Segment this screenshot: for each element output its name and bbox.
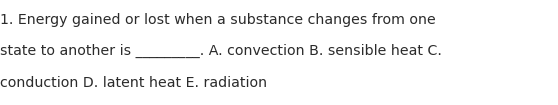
Text: state to another is _________. A. convection B. sensible heat C.: state to another is _________. A. convec… [0,44,442,58]
Text: conduction D. latent heat E. radiation: conduction D. latent heat E. radiation [0,76,267,90]
Text: 1. Energy gained or lost when a substance changes from one: 1. Energy gained or lost when a substanc… [0,13,436,27]
